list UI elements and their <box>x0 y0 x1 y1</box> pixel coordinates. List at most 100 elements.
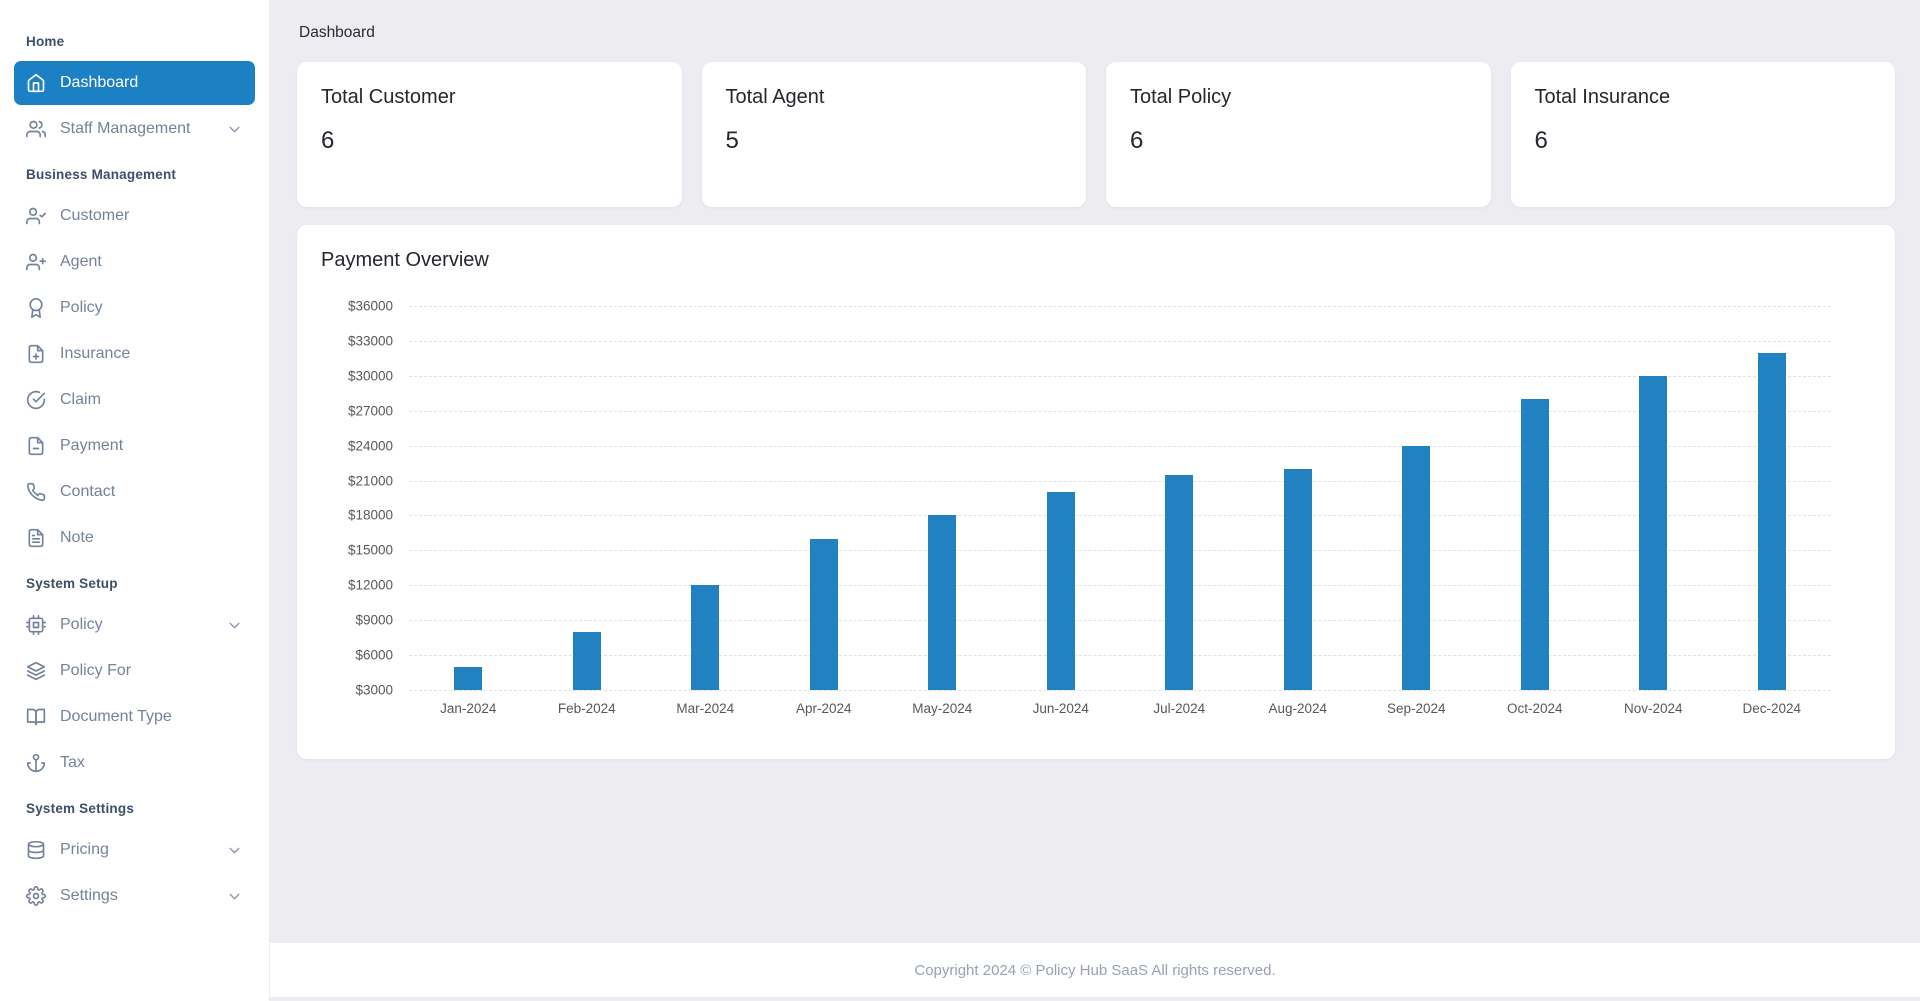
bar-nov-2024[interactable] <box>1639 375 1668 690</box>
x-axis-tick-label: May-2024 <box>912 701 973 716</box>
chevron-down-icon <box>229 622 240 628</box>
bar-mar-2024[interactable] <box>691 585 720 690</box>
footer: Copyright 2024 © Policy Hub SaaS All rig… <box>270 943 1920 997</box>
sidebar-item-label: Staff Management <box>60 120 191 137</box>
stat-card-value: 6 <box>1534 127 1548 154</box>
sidebar-item-document-type[interactable]: Document Type <box>14 695 255 739</box>
home-icon <box>27 73 45 93</box>
database-icon <box>27 840 45 860</box>
y-axis-tick-label: $9000 <box>355 612 393 628</box>
bar-dec-2024[interactable] <box>1757 352 1786 690</box>
sidebar-item-customer[interactable]: Customer <box>14 194 255 238</box>
bar-may-2024[interactable] <box>928 515 957 690</box>
sidebar-item-label: Policy <box>60 616 103 633</box>
gridline <box>409 445 1831 447</box>
sidebar-item-tax[interactable]: Tax <box>14 741 255 785</box>
bar-sep-2024[interactable] <box>1402 445 1431 690</box>
sidebar-item-staff-management[interactable]: Staff Management <box>14 107 255 151</box>
sidebar-item-agent[interactable]: Agent <box>14 240 255 284</box>
user-check-icon <box>26 207 46 225</box>
sidebar-item-pricing[interactable]: Pricing <box>14 828 255 872</box>
x-axis-tick-label: Oct-2024 <box>1506 701 1563 716</box>
footer-copyright-text: Copyright 2024 © Policy Hub SaaS All rig… <box>914 961 1276 979</box>
chart-title: Payment Overview <box>321 249 489 271</box>
gridline <box>409 550 1831 552</box>
sidebar-item-label: Insurance <box>60 345 131 362</box>
stat-cards: Total Customer 6 Total Agent 5 Total Policy 6… <box>297 62 1895 207</box>
sidebar-item-policy-for[interactable]: Policy For <box>14 649 255 693</box>
bar-slot <box>1239 306 1358 690</box>
bar-oct-2024[interactable] <box>1520 399 1549 690</box>
sidebar-item-payment[interactable]: Payment <box>14 424 255 468</box>
gridline <box>409 480 1831 482</box>
stat-card-title: Total Agent <box>725 86 825 108</box>
phone-icon <box>26 482 46 502</box>
bar-slot <box>1594 306 1713 690</box>
y-axis-tick-label: $12000 <box>347 577 393 593</box>
stat-card-value: 6 <box>1130 127 1144 154</box>
y-axis-tick-label: $21000 <box>347 473 393 489</box>
stat-card-value: 5 <box>725 127 739 154</box>
sidebar-item-policy[interactable]: Policy <box>14 603 255 647</box>
bar-jun-2024[interactable] <box>1046 492 1075 690</box>
sidebar-item-label: Policy For <box>60 662 132 679</box>
chart-y-axis: $36000 $33000 $30000 $27000 $24000 $21000 $180… <box>321 299 409 698</box>
chart-plot-area <box>409 306 1831 691</box>
file-text-icon <box>28 528 44 548</box>
y-axis-tick-label: $36000 <box>347 298 393 314</box>
chevron-down-icon <box>229 126 240 132</box>
bar-slot <box>409 306 528 690</box>
sidebar-item-label: Document Type <box>60 708 172 725</box>
y-axis-tick-label: $24000 <box>347 438 393 454</box>
x-axis-tick-label: Dec-2024 <box>1742 701 1802 716</box>
anchor-icon <box>26 753 46 773</box>
check-circle-icon <box>26 390 46 410</box>
bar-slot <box>528 306 647 690</box>
chart-x-axis: Jan-2024 Feb-2024 Mar-2024 Apr-2024 May-2024… <box>409 690 1831 716</box>
y-axis-tick-label: $3000 <box>355 682 393 698</box>
bar-slot <box>1476 306 1595 690</box>
bar-aug-2024[interactable] <box>1283 468 1312 690</box>
bar-slot <box>765 306 884 690</box>
sidebar-item-policy[interactable]: Policy <box>14 286 255 330</box>
sidebar-section-system-setup: System Setup <box>26 576 118 591</box>
sidebar-item-label: Policy <box>60 299 103 316</box>
file-minus-icon <box>28 436 44 456</box>
sidebar-item-label: Tax <box>60 754 85 771</box>
layers-icon <box>26 661 46 681</box>
bar-slot <box>1357 306 1476 690</box>
sidebar: Home Dashboard Staff Management Business Ma… <box>0 0 270 1001</box>
sidebar-item-settings[interactable]: Settings <box>14 874 255 918</box>
sidebar-item-insurance[interactable]: Insurance <box>14 332 255 376</box>
y-axis-tick-label: $15000 <box>347 542 393 558</box>
chevron-down-icon <box>229 847 240 853</box>
gridline <box>409 515 1831 517</box>
sidebar-item-dashboard[interactable]: Dashboard <box>14 61 255 105</box>
bar-apr-2024[interactable] <box>809 538 838 690</box>
x-axis-tick-label: Jun-2024 <box>1032 701 1089 716</box>
stat-card-title: Total Policy <box>1130 86 1232 108</box>
stat-card-total-customer: Total Customer 6 <box>297 62 682 207</box>
y-axis-tick-label: $18000 <box>347 507 393 523</box>
stat-card-total-insurance: Total Insurance 6 <box>1510 62 1895 207</box>
sidebar-item-label: Contact <box>60 483 116 500</box>
sidebar-section-system-settings: System Settings <box>26 801 135 816</box>
sidebar-item-claim[interactable]: Claim <box>14 378 255 422</box>
sidebar-item-contact[interactable]: Contact <box>14 470 255 514</box>
payment-overview-chart: $36000 $33000 $30000 $27000 $24000 $21000 $180… <box>321 299 1871 716</box>
bar-jan-2024[interactable] <box>454 666 483 690</box>
cpu-icon <box>26 615 46 635</box>
gridline <box>409 375 1831 377</box>
sidebar-item-note[interactable]: Note <box>14 516 255 560</box>
bar-slot <box>883 306 1002 690</box>
main-area: Dashboard Total Customer 6 Total Agent 5 Tot… <box>270 0 1920 1001</box>
gridline <box>409 655 1831 657</box>
bar-feb-2024[interactable] <box>572 631 601 690</box>
sidebar-item-label: Claim <box>60 391 101 408</box>
bar-jul-2024[interactable] <box>1165 474 1194 690</box>
bar-slot <box>646 306 765 690</box>
x-axis-tick-label: Jan-2024 <box>440 701 497 716</box>
y-axis-tick-label: $6000 <box>355 647 393 663</box>
x-axis-tick-label: Nov-2024 <box>1623 701 1683 716</box>
stat-card-value: 6 <box>321 127 335 154</box>
